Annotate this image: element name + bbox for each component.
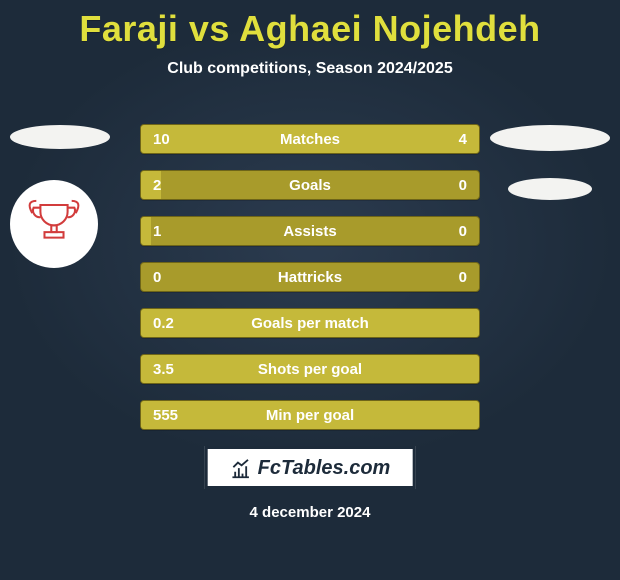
stat-row: 20Goals <box>140 170 480 200</box>
left-team-badge-circle <box>10 180 98 268</box>
right-team-badge-oval-2 <box>508 178 592 200</box>
brand-chart-icon <box>230 458 252 480</box>
stat-label: Goals <box>141 171 479 199</box>
stat-label: Hattricks <box>141 263 479 291</box>
page-title: Faraji vs Aghaei Nojehdeh <box>79 8 540 50</box>
brand-text: FcTables.com <box>258 457 391 480</box>
stat-row: 3.5Shots per goal <box>140 354 480 384</box>
stat-row: 0.2Goals per match <box>140 308 480 338</box>
stat-row: 10Assists <box>140 216 480 246</box>
stat-label: Assists <box>141 217 479 245</box>
stat-row: 00Hattricks <box>140 262 480 292</box>
right-team-badge-oval <box>490 125 610 151</box>
content-root: Faraji vs Aghaei Nojehdeh Club competiti… <box>0 0 620 580</box>
brand-badge: FcTables.com <box>205 446 416 489</box>
stat-label: Shots per goal <box>141 355 479 383</box>
stat-label: Goals per match <box>141 309 479 337</box>
trophy-icon <box>20 190 88 258</box>
stat-label: Matches <box>141 125 479 153</box>
left-team-badge-oval <box>10 125 110 149</box>
date-text: 4 december 2024 <box>0 504 620 521</box>
stat-label: Min per goal <box>141 401 479 429</box>
stat-row: 555Min per goal <box>140 400 480 430</box>
page-subtitle: Club competitions, Season 2024/2025 <box>167 60 452 78</box>
stat-row: 104Matches <box>140 124 480 154</box>
stats-area: 104Matches 20Goals 10Assists 00Hattricks 0.2… <box>0 78 620 580</box>
